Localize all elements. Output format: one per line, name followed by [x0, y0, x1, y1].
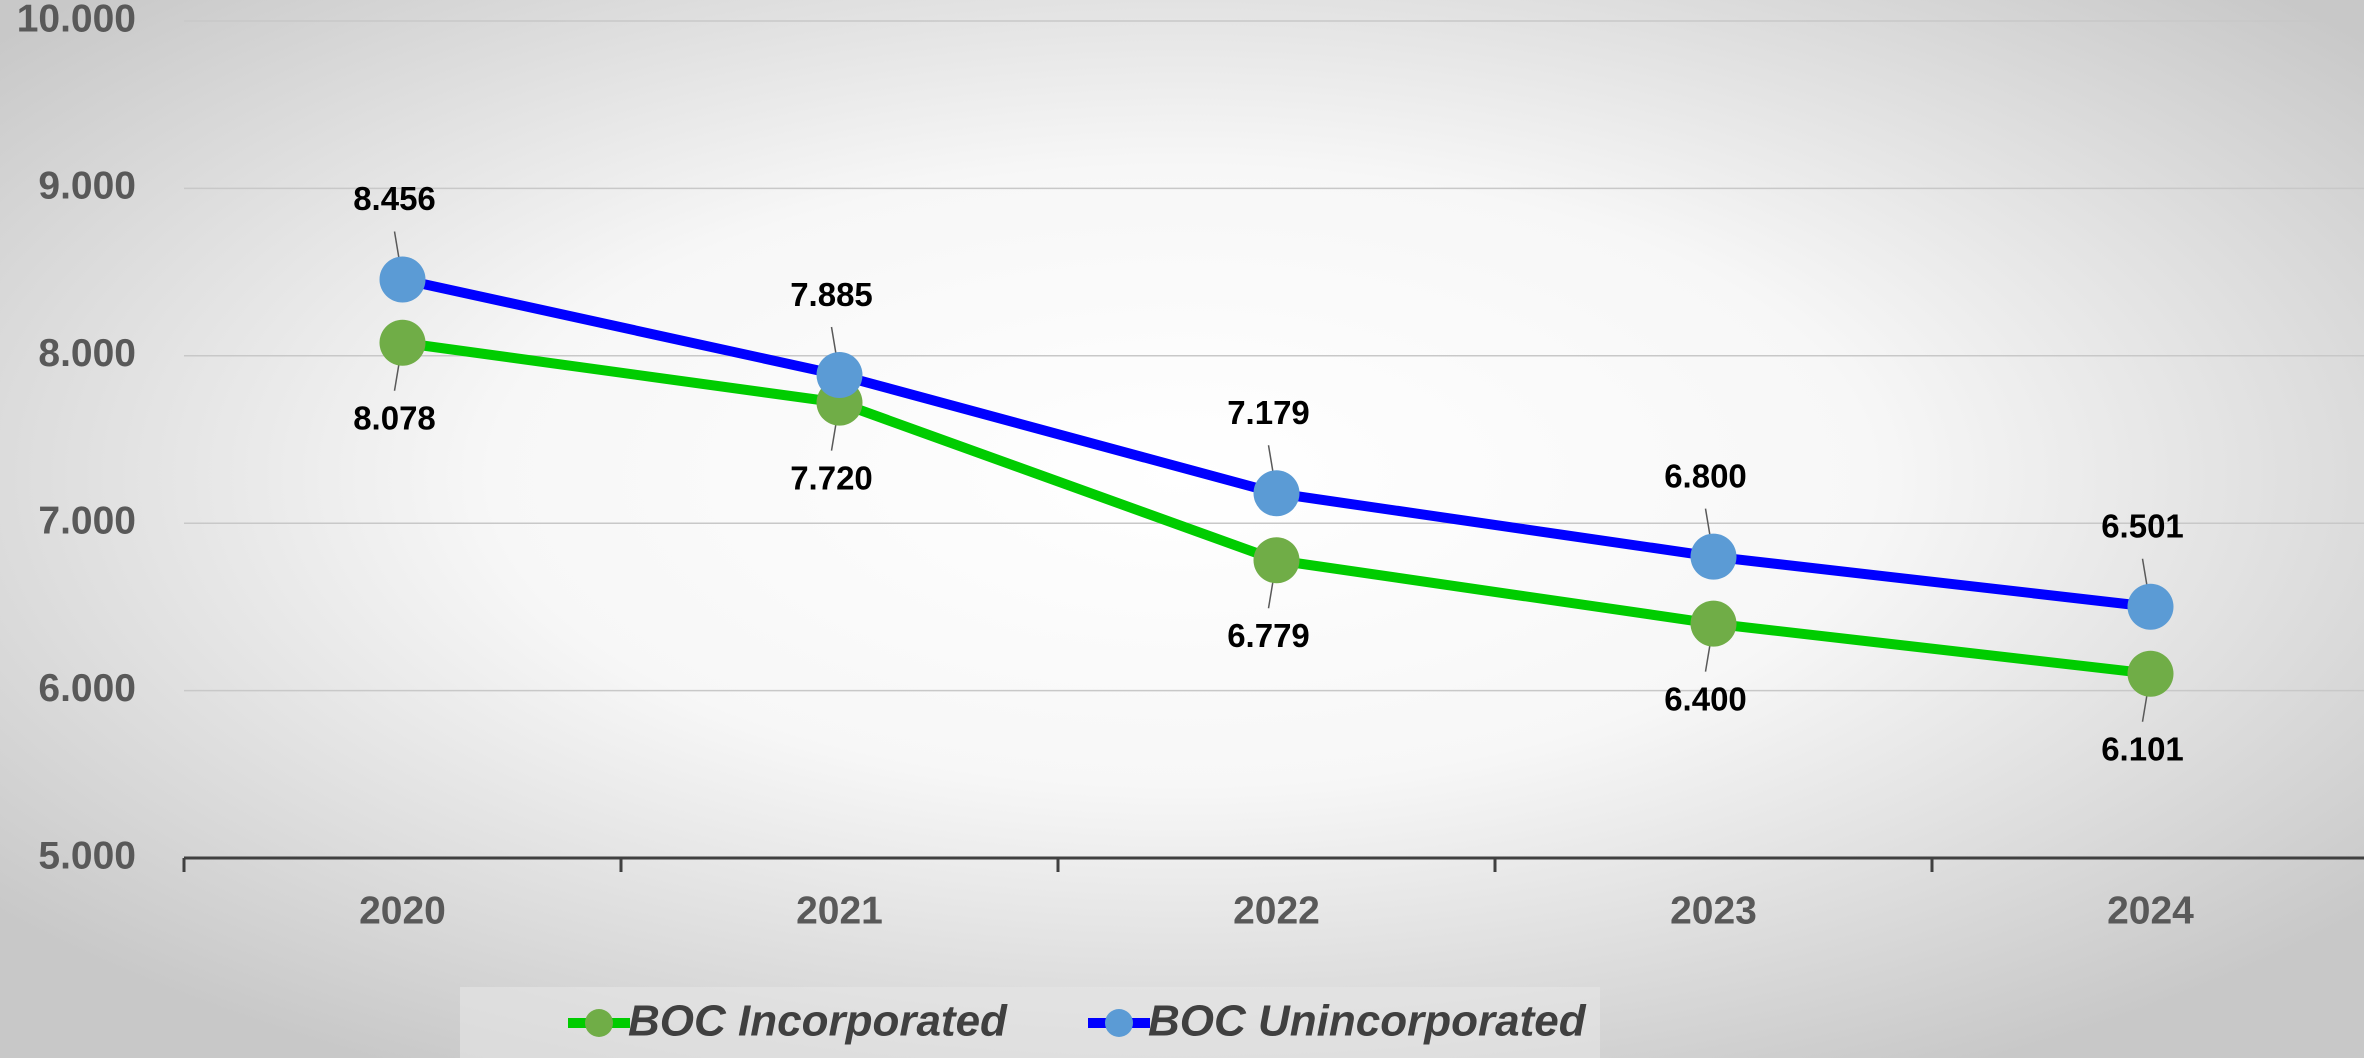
x-tick-label: 2023: [1670, 889, 1757, 932]
legend-marker: [1105, 1009, 1133, 1037]
data-label: 7.720: [790, 459, 873, 496]
legend-label: BOC Unincorporated: [1148, 997, 1587, 1046]
x-tick-label: 2020: [359, 889, 446, 932]
marker: [1690, 533, 1737, 580]
data-label: 7.885: [790, 276, 873, 313]
y-tick-label: 10.000: [17, 0, 136, 40]
data-label: 8.078: [353, 399, 436, 436]
y-tick-label: 7.000: [38, 499, 136, 542]
marker: [1253, 537, 1300, 584]
data-label: 6.400: [1664, 680, 1747, 717]
marker: [379, 319, 426, 366]
data-label: 6.101: [2101, 730, 2184, 767]
y-tick-label: 5.000: [38, 834, 136, 877]
legend-box: [460, 987, 1600, 1058]
x-tick-label: 2022: [1233, 889, 1320, 932]
legend-marker: [585, 1009, 613, 1037]
data-label: 6.800: [1664, 457, 1747, 494]
x-tick-label: 2021: [796, 889, 883, 932]
y-tick-label: 9.000: [38, 165, 136, 208]
y-tick-label: 6.000: [38, 667, 136, 710]
data-label: 7.179: [1227, 394, 1310, 431]
marker: [816, 352, 863, 399]
marker: [1253, 470, 1300, 517]
data-label: 6.501: [2101, 507, 2184, 544]
marker: [2127, 583, 2174, 630]
legend-label: BOC Incorporated: [628, 997, 1008, 1046]
marker: [2127, 650, 2174, 697]
marker: [379, 256, 426, 303]
data-label: 6.779: [1227, 617, 1310, 654]
y-tick-label: 8.000: [38, 332, 136, 375]
marker: [1690, 600, 1737, 647]
x-tick-label: 2024: [2107, 889, 2194, 932]
data-label: 8.456: [353, 180, 436, 217]
